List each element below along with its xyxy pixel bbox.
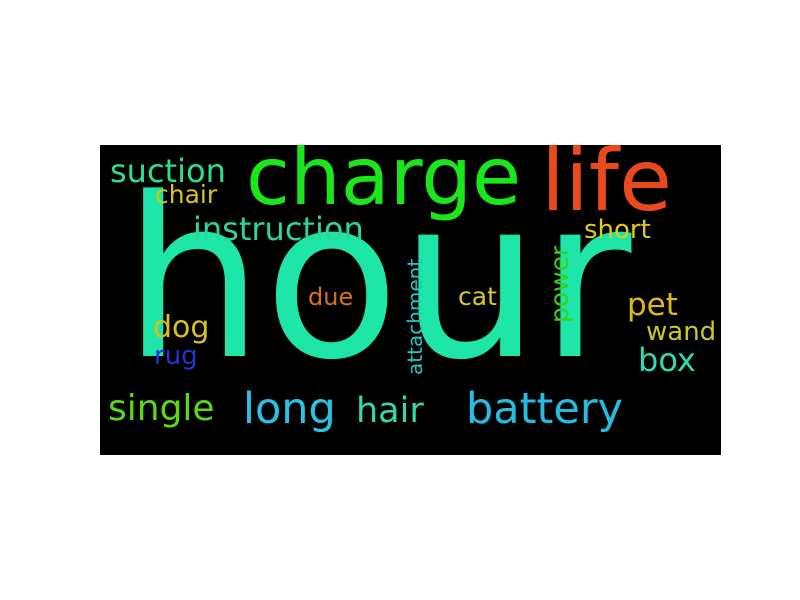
word-instruction: instruction xyxy=(193,210,364,248)
word-cloud: hour charge life suction chair instructi… xyxy=(100,145,721,455)
word-box: box xyxy=(638,341,696,379)
word-hour: hour xyxy=(123,151,632,409)
word-suction: suction xyxy=(110,152,226,190)
word-single: single xyxy=(108,388,215,429)
word-cat: cat xyxy=(458,282,497,311)
word-long: long xyxy=(243,384,336,434)
word-chair: chair xyxy=(155,180,218,209)
word-due: due xyxy=(308,283,354,311)
word-power: power xyxy=(545,245,574,323)
word-charge: charge xyxy=(246,145,522,223)
word-rug: rug xyxy=(154,341,198,371)
word-life: life xyxy=(541,145,672,231)
word-wand: wand xyxy=(646,317,717,347)
word-short: short xyxy=(584,215,651,245)
word-battery: battery xyxy=(466,384,623,434)
word-pet: pet xyxy=(627,287,678,323)
word-attachment: attachment xyxy=(403,258,427,375)
word-hair: hair xyxy=(356,391,424,431)
word-dog: dog xyxy=(153,310,210,345)
